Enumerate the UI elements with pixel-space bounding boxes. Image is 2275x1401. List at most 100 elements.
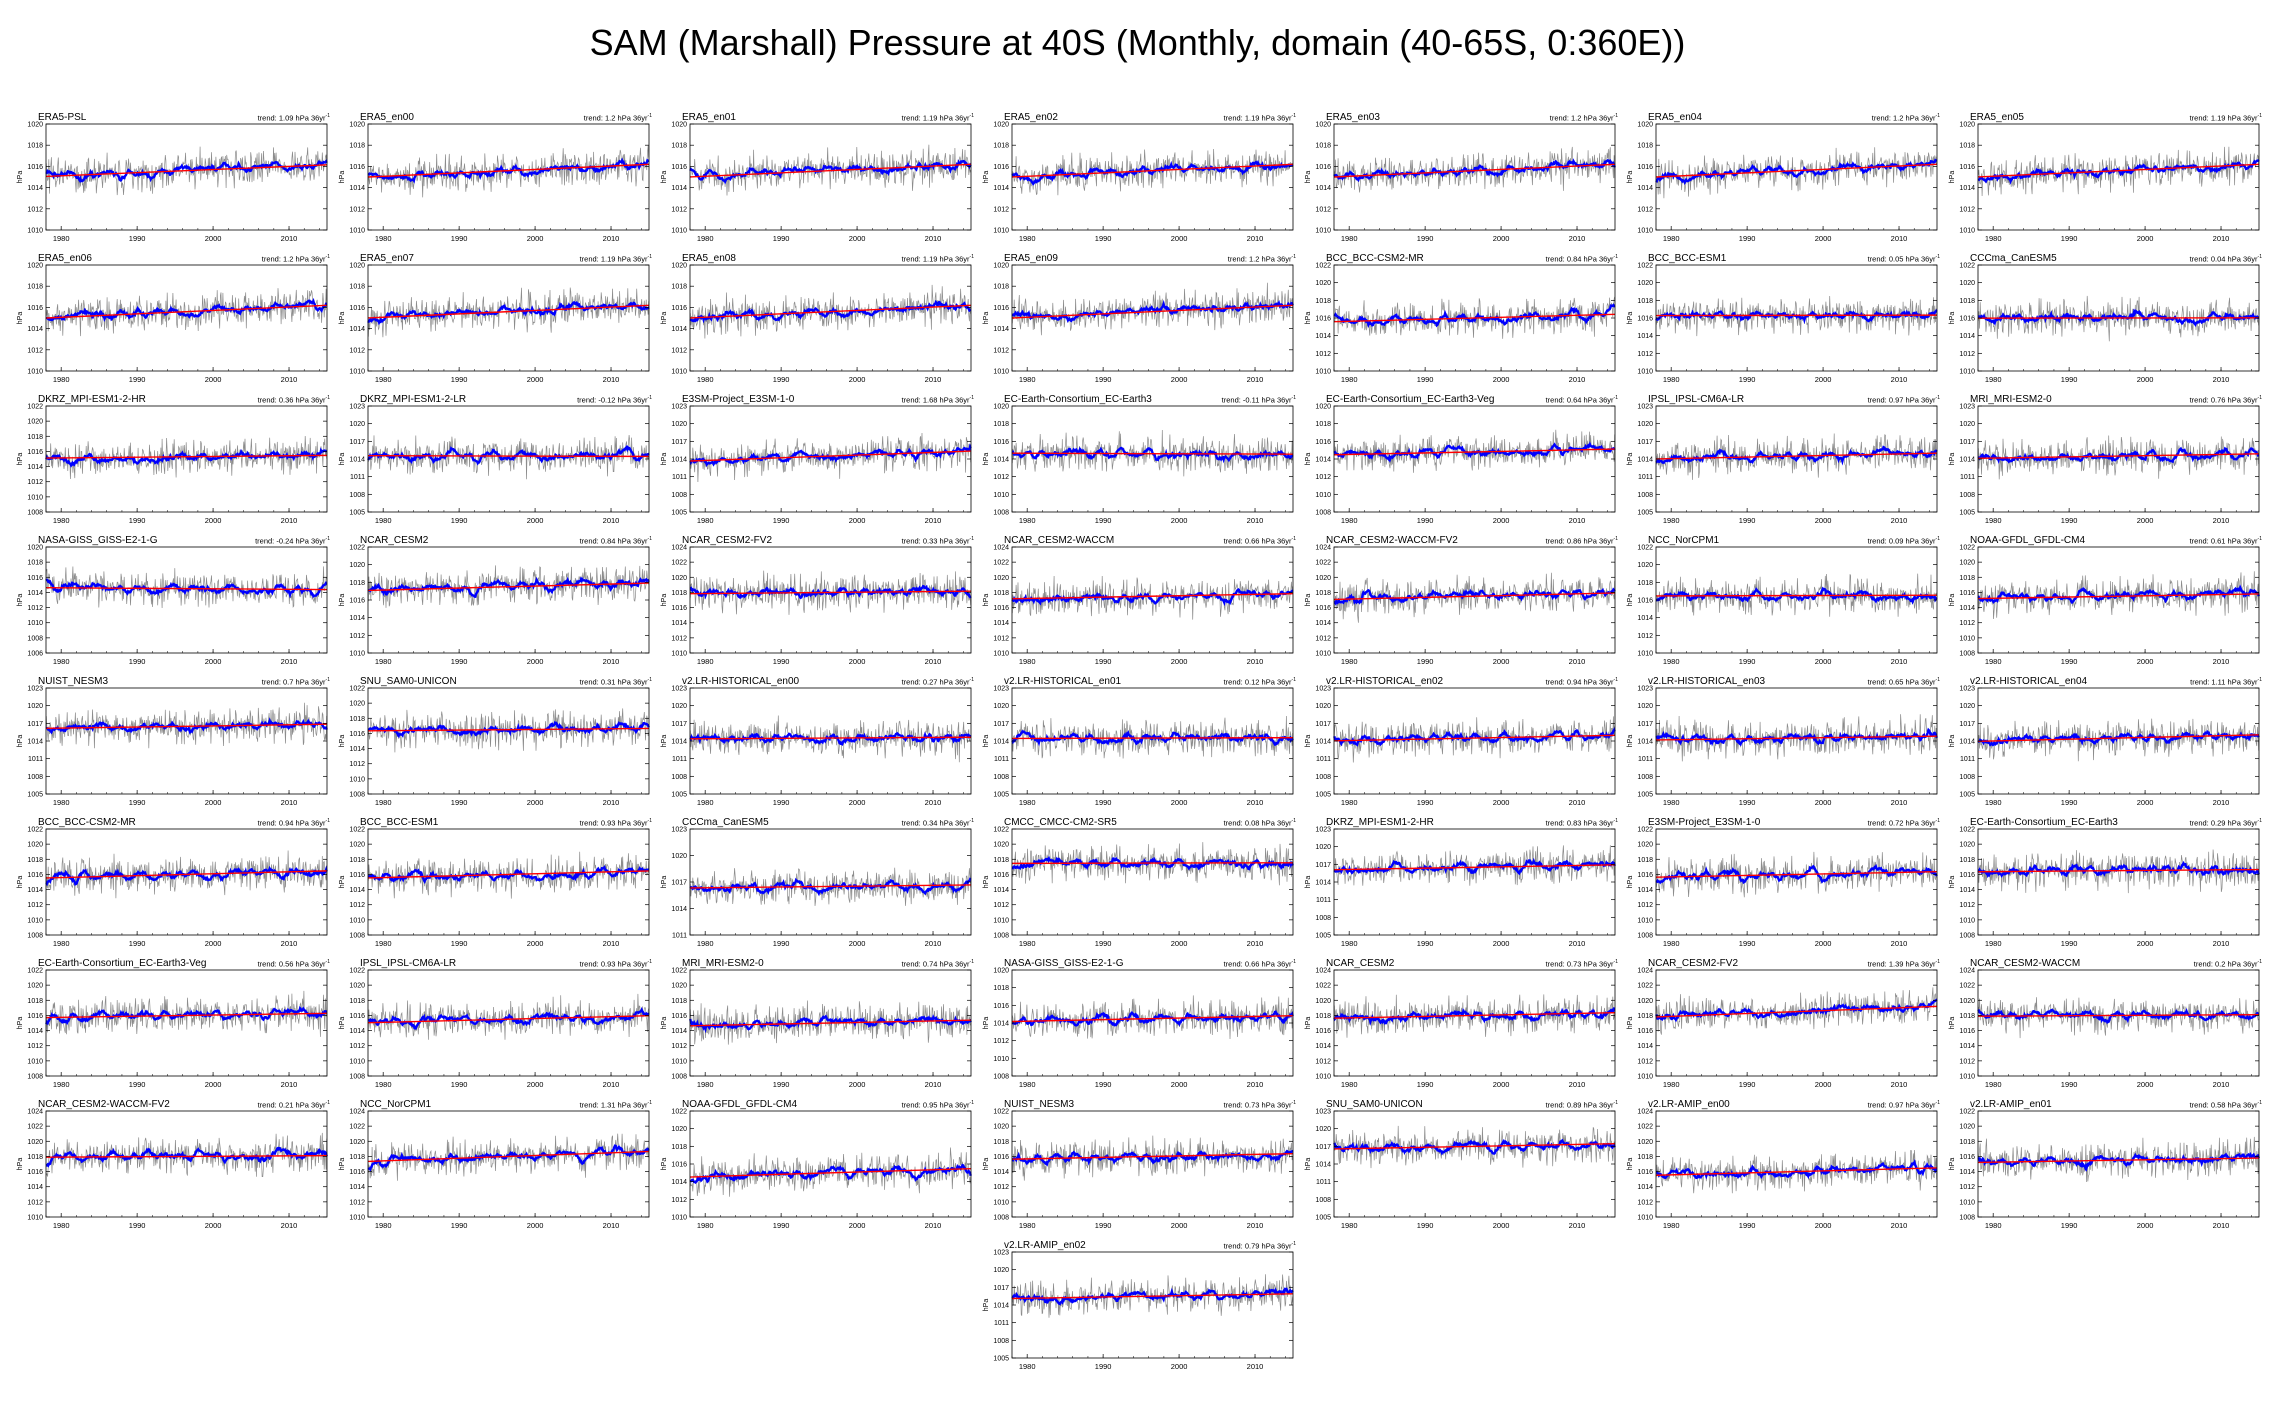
chart-panel: IPSL_IPSL-CM6A-LR trend: 0.97 hPa 36yr-1 1…: [1618, 394, 1940, 530]
chart-panel: SNU_SAM0-UNICON trend: 0.31 hPa 36yr-1 100…: [330, 676, 652, 812]
y-axis-label: hPa: [983, 1299, 990, 1312]
chart-panel: v2.LR-HISTORICAL_en03 trend: 0.65 hPa 36y…: [1618, 676, 1940, 812]
x-tick-label: 1980: [53, 1080, 70, 1089]
y-tick-label: 1016: [1637, 872, 1653, 879]
trend-line: [367, 727, 650, 732]
y-tick-label: 1020: [993, 122, 1009, 129]
panel-title: NCC_NorCPM1: [1648, 535, 1720, 546]
y-tick-label: 1016: [1315, 605, 1331, 612]
y-tick-label: 1012: [349, 633, 365, 640]
y-axis-label: hPa: [339, 1017, 346, 1030]
x-tick-label: 1990: [773, 939, 790, 948]
x-tick-label: 2010: [603, 798, 620, 807]
x-tick-label: 2000: [527, 1221, 544, 1230]
panel-trend-label: trend: 1.68 hPa 36yr-1: [901, 395, 974, 405]
x-tick-label: 1980: [1663, 939, 1680, 948]
chart-panel: ERA5_en01 trend: 1.19 hPa 36yr-1 1010 1012 1…: [652, 112, 974, 248]
plot-frame: [45, 264, 328, 372]
x-tick-label: 2010: [1891, 798, 1908, 807]
panel-plot: 1008 1010 1012 1014 1016 1018 1020 hPa 1980 1990 2…: [1305, 404, 1616, 525]
y-tick-label: 1014: [1959, 1043, 1975, 1050]
y-tick-label: 1008: [1637, 774, 1653, 781]
y-tick-label: 1008: [993, 1074, 1009, 1081]
x-tick-label: 2000: [527, 939, 544, 948]
x-tick-label: 2000: [1815, 939, 1832, 948]
monthly-series-line: [367, 851, 650, 899]
panel-trend-label: trend: 1.09 hPa 36yr-1: [257, 113, 330, 123]
panel-trend-label: trend: 0.86 hPa 36yr-1: [1545, 536, 1618, 546]
x-tick-label: 1990: [1417, 1221, 1434, 1230]
panel-title: ERA5_en02: [1004, 112, 1058, 123]
chart-panel: NCAR_CESM2-FV2 trend: 0.33 hPa 36yr-1 1010…: [652, 535, 974, 671]
y-tick-label: 1008: [1315, 1197, 1331, 1204]
y-tick-label: 1022: [1959, 1109, 1975, 1116]
x-tick-label: 1990: [1095, 1080, 1112, 1089]
x-tick-label: 2010: [281, 798, 298, 807]
y-tick-label: 1011: [1316, 897, 1331, 904]
monthly-series-line: [1333, 296, 1616, 339]
y-tick-label: 1020: [1315, 280, 1331, 287]
y-tick-label: 1011: [994, 756, 1009, 763]
plot-frame: [45, 123, 328, 231]
y-tick-label: 1014: [349, 746, 365, 753]
panel-trend-label: trend: 0.33 hPa 36yr-1: [901, 536, 974, 546]
x-tick-label: 2010: [2213, 375, 2230, 384]
y-axis-label: hPa: [339, 453, 346, 466]
y-tick-label: 1008: [1637, 492, 1653, 499]
y-tick-label: 1016: [1637, 598, 1653, 605]
panel-title: v2.LR-HISTORICAL_en00: [682, 676, 800, 687]
x-tick-label: 1990: [1095, 657, 1112, 666]
x-tick-label: 1990: [773, 516, 790, 525]
panel-plot: 1005 1008 1011 1014 1017 1020 1023 hPa 1980 1990 2…: [17, 686, 328, 807]
y-tick-label: 1018: [349, 1154, 365, 1161]
panel-plot: 1010 1012 1014 1016 1018 1020 1022 hPa 1980 1990 2…: [1305, 263, 1616, 384]
y-tick-label: 1018: [1315, 143, 1331, 150]
panel-trend-label: trend: 0.73 hPa 36yr-1: [1545, 959, 1618, 969]
y-tick-label: 1020: [671, 122, 687, 129]
y-tick-label: 1020: [1315, 122, 1331, 129]
y-axis-label: hPa: [983, 735, 990, 748]
panel-trend-label: trend: 0.09 hPa 36yr-1: [1867, 536, 1940, 546]
trend-line: [45, 304, 328, 319]
smoothed-series-line: [1978, 308, 2260, 328]
y-tick-label: 1024: [671, 545, 687, 552]
y-tick-label: 1018: [1315, 421, 1331, 428]
y-tick-label: 1018: [671, 143, 687, 150]
panel-plot: 1010 1012 1014 1016 1018 1020 hPa 1980 1990 2000 2…: [339, 263, 650, 384]
y-tick-label: 1010: [27, 1215, 43, 1222]
trend-line: [367, 870, 650, 879]
panel-plot: 1005 1008 1011 1014 1017 1020 1023 hPa 1980 1990 2…: [1949, 686, 2260, 807]
y-tick-label: 1020: [27, 983, 43, 990]
y-tick-label: 1011: [1638, 756, 1653, 763]
chart-panel: NUIST_NESM3 trend: 0.7 hPa 36yr-1 1005 1008…: [8, 676, 330, 812]
y-tick-label: 1018: [1637, 580, 1653, 587]
y-tick-label: 1020: [671, 983, 687, 990]
y-tick-label: 1011: [672, 933, 687, 940]
panel-title: NCAR_CESM2-WACCM-FV2: [1326, 535, 1458, 546]
panel-plot: 1010 1012 1014 1016 1018 1020 1022 1024 hPa 1980 1…: [339, 1109, 650, 1230]
plot-frame: [1011, 828, 1294, 936]
y-tick-label: 1018: [349, 998, 365, 1005]
y-tick-label: 1020: [671, 575, 687, 582]
x-tick-label: 1980: [1341, 375, 1358, 384]
y-tick-label: 1012: [993, 902, 1009, 909]
y-tick-label: 1014: [1637, 185, 1653, 192]
y-tick-label: 1005: [993, 1356, 1009, 1363]
y-tick-label: 1024: [1315, 545, 1331, 552]
smoothed-series-line: [1333, 1006, 1616, 1026]
panel-trend-label: trend: 0.58 hPa 36yr-1: [2189, 1100, 2262, 1110]
y-tick-label: 1016: [993, 305, 1009, 312]
x-tick-label: 1980: [375, 375, 392, 384]
y-tick-label: 1016: [349, 598, 365, 605]
smoothed-series-line: [367, 300, 650, 326]
smoothed-series-line: [1655, 586, 1938, 605]
y-tick-label: 1012: [1637, 206, 1653, 213]
y-tick-label: 1020: [1637, 280, 1653, 287]
x-tick-label: 2010: [281, 516, 298, 525]
x-tick-label: 1980: [375, 657, 392, 666]
y-tick-label: 1018: [1637, 1013, 1653, 1020]
plot-frame: [1333, 828, 1616, 936]
y-tick-label: 1012: [27, 206, 43, 213]
y-tick-label: 1022: [349, 968, 365, 975]
x-tick-label: 1990: [1739, 939, 1756, 948]
